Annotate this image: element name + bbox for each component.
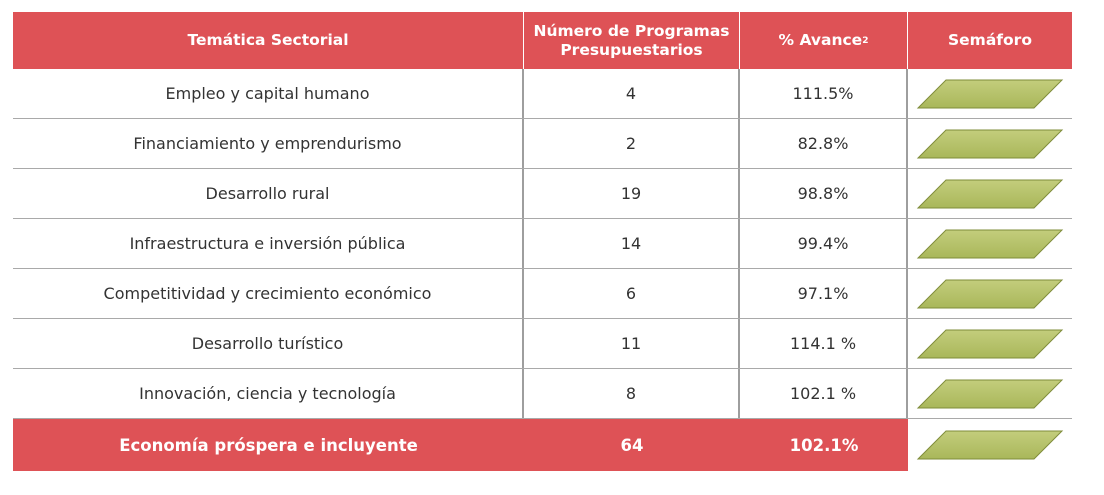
sector-progress-table: Temática Sectorial Número de Programas P…: [13, 12, 1072, 471]
row-avance: 98.8%: [740, 169, 908, 218]
header-semaforo: Semáforo: [908, 12, 1072, 69]
row-semaforo-cell: [908, 319, 1072, 368]
row-tematica: Empleo y capital humano: [13, 69, 524, 118]
table-body: Empleo y capital humano 4 111.5% Financiami…: [13, 69, 1072, 419]
total-avance: 102.1%: [789, 435, 859, 455]
total-tematica: Economía próspera e incluyente: [119, 435, 418, 455]
header-tematica: Temática Sectorial: [13, 12, 524, 69]
row-avance: 111.5%: [740, 69, 908, 118]
row-programas: 2: [524, 119, 740, 168]
table-total-row: Economía próspera e incluyente 64 102.1%: [13, 419, 1072, 471]
semaforo-indicator-icon: [916, 79, 1064, 108]
semaforo-indicator-icon: [916, 129, 1064, 158]
row-semaforo-cell: [908, 369, 1072, 418]
row-semaforo-cell: [908, 219, 1072, 268]
header-avance-label: % Avance: [778, 31, 863, 49]
semaforo-indicator-icon: [916, 379, 1064, 408]
row-avance: 102.1 %: [740, 369, 908, 418]
row-programas: 11: [524, 319, 740, 368]
semaforo-indicator-icon: [916, 329, 1064, 358]
row-semaforo-cell: [908, 69, 1072, 118]
header-tematica-label: Temática Sectorial: [187, 31, 349, 49]
row-avance: 82.8%: [740, 119, 908, 168]
row-avance: 97.1%: [740, 269, 908, 318]
row-tematica: Desarrollo rural: [13, 169, 524, 218]
row-programas: 14: [524, 219, 740, 268]
table-row: Infraestructura e inversión pública 14 99.…: [13, 219, 1072, 269]
semaforo-indicator-icon: [916, 279, 1064, 308]
table-row: Empleo y capital humano 4 111.5%: [13, 69, 1072, 119]
semaforo-indicator-icon: [916, 229, 1064, 258]
row-tematica: Innovación, ciencia y tecnología: [13, 369, 524, 418]
row-semaforo-cell: [908, 119, 1072, 168]
table-header-row: Temática Sectorial Número de Programas P…: [13, 12, 1072, 69]
header-programas-label: Número de Programas Presupuestarios: [533, 21, 730, 59]
row-avance: 114.1 %: [740, 319, 908, 368]
header-semaforo-label: Semáforo: [948, 31, 1032, 49]
row-programas: 4: [524, 69, 740, 118]
row-programas: 8: [524, 369, 740, 418]
row-programas: 6: [524, 269, 740, 318]
total-semaforo-cell: [908, 419, 1072, 471]
total-programas: 64: [620, 435, 644, 455]
table-row: Desarrollo turístico 11 114.1 %: [13, 319, 1072, 369]
table-row: Financiamiento y emprendurismo 2 82.8%: [13, 119, 1072, 169]
semaforo-indicator-icon: [916, 179, 1064, 208]
row-tematica: Infraestructura e inversión pública: [13, 219, 524, 268]
table-row: Innovación, ciencia y tecnología 8 102.1 %: [13, 369, 1072, 419]
row-tematica: Competitividad y crecimiento económico: [13, 269, 524, 318]
row-semaforo-cell: [908, 169, 1072, 218]
table-row: Competitividad y crecimiento económico 6 9…: [13, 269, 1072, 319]
header-avance: % Avance 2: [740, 12, 908, 69]
header-programas: Número de Programas Presupuestarios: [524, 12, 740, 69]
row-programas: 19: [524, 169, 740, 218]
table-row: Desarrollo rural 19 98.8%: [13, 169, 1072, 219]
row-avance: 99.4%: [740, 219, 908, 268]
row-tematica: Financiamiento y emprendurismo: [13, 119, 524, 168]
row-semaforo-cell: [908, 269, 1072, 318]
semaforo-indicator-icon: [916, 430, 1064, 460]
row-tematica: Desarrollo turístico: [13, 319, 524, 368]
